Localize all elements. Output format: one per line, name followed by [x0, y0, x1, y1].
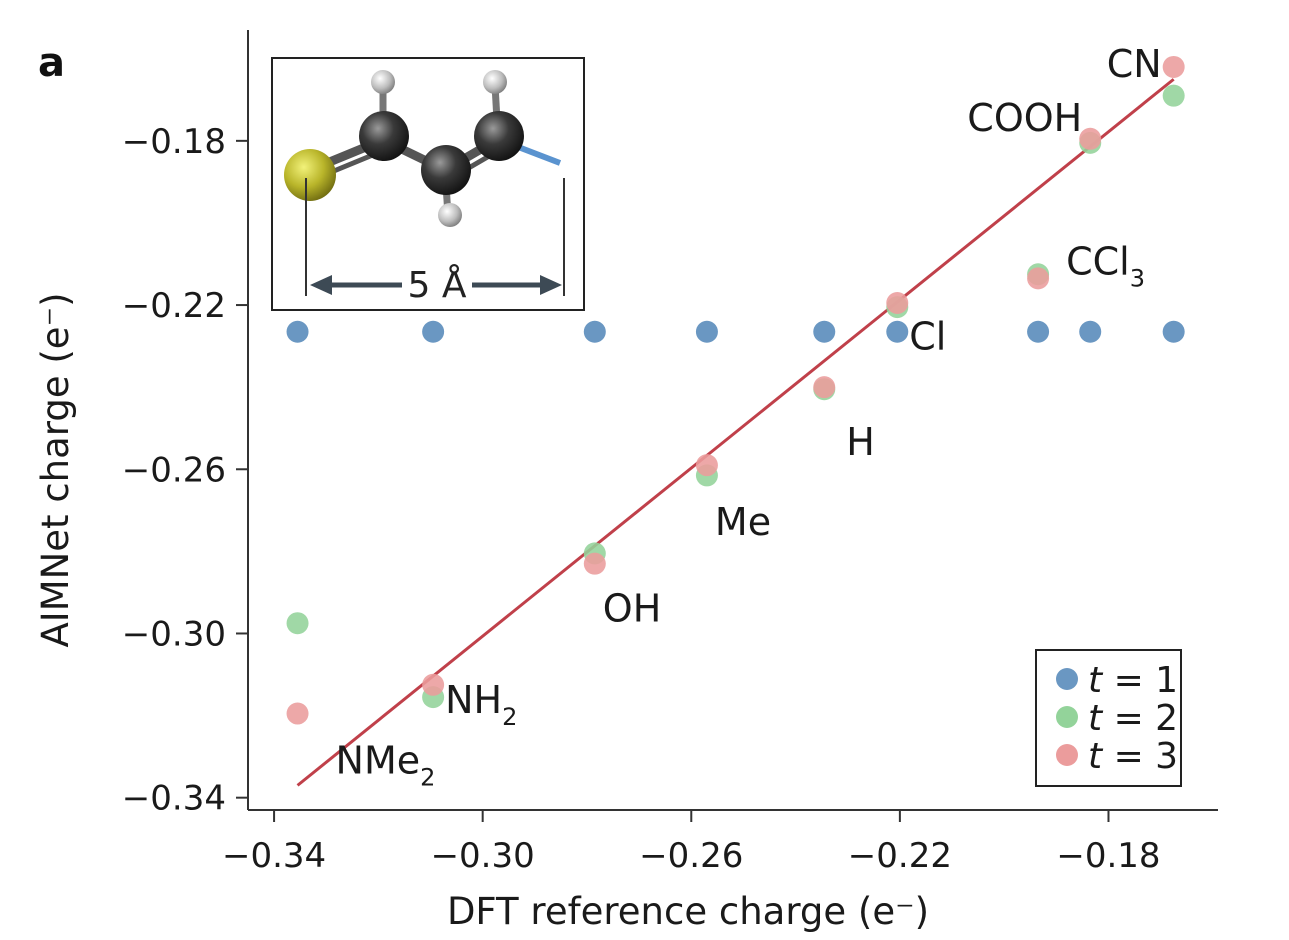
- carbon-atom: [421, 145, 471, 195]
- point-t1: [1079, 320, 1102, 343]
- hydrogen-atom: [483, 70, 507, 94]
- point-t2: [1162, 84, 1185, 107]
- y-tick-label: −0.26: [122, 450, 226, 490]
- legend-marker: [1056, 668, 1078, 690]
- point-t1: [813, 320, 836, 343]
- x-tick-label: −0.34: [222, 836, 326, 876]
- legend-marker: [1056, 706, 1078, 728]
- point-t1: [695, 320, 718, 343]
- point-t1: [1162, 320, 1185, 343]
- hydrogen-atom: [438, 203, 462, 227]
- x-tick-label: −0.22: [848, 836, 952, 876]
- point-t3: [886, 292, 909, 314]
- fit-line: [296, 78, 1175, 787]
- point-t1: [583, 320, 606, 343]
- point-t2: [286, 612, 309, 635]
- panel-label: a: [38, 40, 65, 86]
- point-t1: [286, 320, 309, 343]
- x-axis-title: DFT reference charge (e⁻): [447, 890, 929, 933]
- data-points: [286, 55, 1185, 725]
- point-t3: [1162, 55, 1185, 78]
- substituent-label: Me: [715, 500, 771, 544]
- substituent-label: CN: [1107, 42, 1162, 86]
- substituent-label: CCl3: [1066, 239, 1145, 292]
- point-t3: [1027, 267, 1050, 290]
- x-tick-label: −0.18: [1056, 836, 1160, 876]
- tick-labels: −0.34 −0.30 −0.26 −0.22 −0.18 −0.34 −0.30 −0.26…: [122, 122, 1161, 876]
- substituent-label: NMe2: [336, 738, 436, 791]
- point-t3: [1079, 127, 1102, 150]
- hydrogen-atom: [371, 70, 395, 94]
- legend: t = 1t = 2t = 3: [1035, 649, 1182, 787]
- substituent-label: OH: [603, 587, 661, 631]
- point-t1: [422, 320, 445, 343]
- point-t3: [286, 702, 309, 725]
- point-t3: [422, 673, 445, 696]
- molecule-inset: 5 Å: [271, 57, 585, 311]
- legend-marker: [1056, 744, 1078, 766]
- legend-entry: t = 2: [1088, 698, 1178, 739]
- scale-label: 5 Å: [408, 263, 467, 306]
- carbon-atom: [359, 111, 409, 161]
- y-tick-label: −0.34: [122, 779, 226, 819]
- substituent-label: NH2: [445, 678, 517, 731]
- sulfur-atom: [284, 149, 336, 201]
- axes: [247, 30, 1218, 811]
- point-t1: [886, 320, 909, 343]
- substituent-label: COOH: [967, 96, 1082, 140]
- substituent-label: H: [846, 420, 875, 464]
- carbon-atom: [474, 111, 524, 161]
- scale-arrow: [310, 275, 562, 295]
- point-t3: [583, 552, 606, 575]
- y-tick-label: −0.22: [122, 286, 226, 326]
- substituent-label: Cl: [909, 315, 946, 359]
- x-tick-label: −0.26: [639, 836, 743, 876]
- y-tick-label: −0.18: [122, 122, 226, 162]
- legend-entry: t = 3: [1088, 736, 1178, 777]
- point-t3: [695, 454, 718, 477]
- x-tick-label: −0.30: [431, 836, 535, 876]
- y-axis-title: AIMNet charge (e⁻): [34, 292, 77, 647]
- y-tick-label: −0.30: [122, 614, 226, 654]
- point-t1: [1027, 320, 1050, 343]
- point-t3: [813, 376, 836, 399]
- legend-entry: t = 1: [1088, 660, 1178, 701]
